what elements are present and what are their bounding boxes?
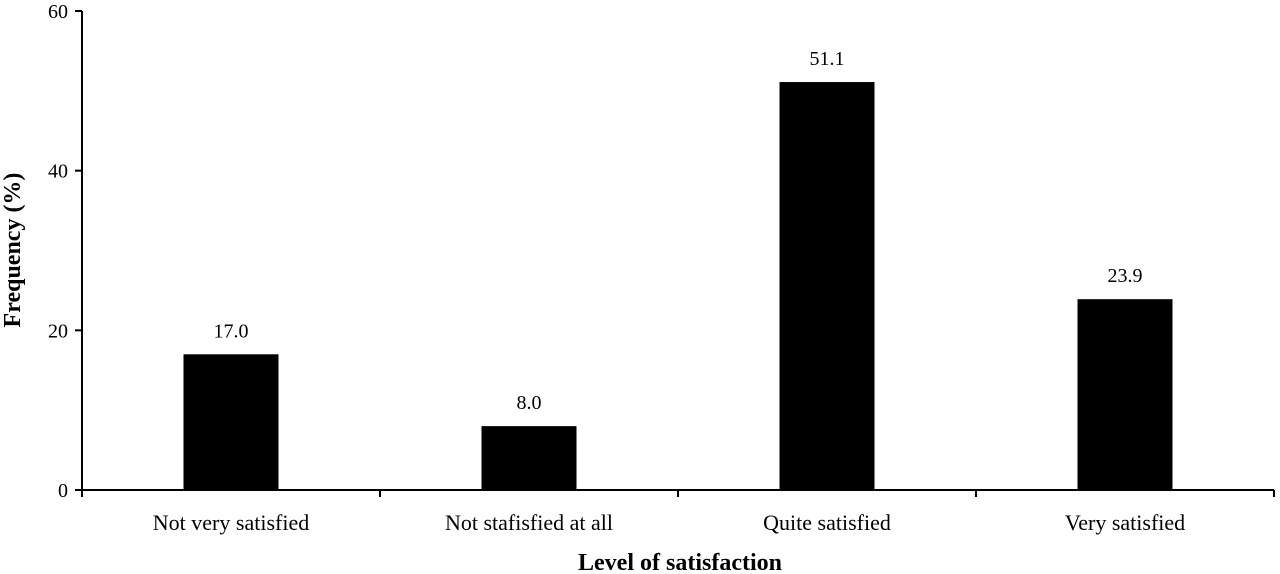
bar: [183, 354, 279, 490]
x-axis-title: Level of satisfaction: [578, 550, 782, 574]
bar: [1077, 299, 1173, 490]
data-label: 17.0: [214, 320, 249, 342]
data-label: 51.1: [810, 48, 845, 70]
y-tick-label: 20: [48, 320, 68, 342]
x-tick-label: Very satisfied: [1065, 510, 1185, 535]
x-tick-label: Not stafisfied at all: [445, 510, 613, 535]
x-tick-label: Not very satisfied: [153, 510, 309, 535]
x-axis: Not very satisfied Not stafisfied at all Q…: [81, 489, 1275, 535]
bars-group: [183, 82, 1173, 490]
y-axis-title: Frequency (%): [0, 173, 26, 328]
data-labels-group: 17.0 8.0 51.1 23.9: [214, 48, 1143, 414]
y-tick-label: 0: [58, 480, 68, 502]
y-axis: 0 20 40 60: [48, 1, 83, 502]
y-tick-label: 60: [48, 1, 68, 23]
bar: [779, 82, 875, 490]
x-tick-label: Quite satisfied: [763, 510, 891, 535]
y-tick-label: 40: [48, 161, 68, 183]
data-label: 23.9: [1108, 265, 1143, 287]
data-label: 8.0: [517, 392, 542, 414]
bar: [481, 426, 577, 490]
